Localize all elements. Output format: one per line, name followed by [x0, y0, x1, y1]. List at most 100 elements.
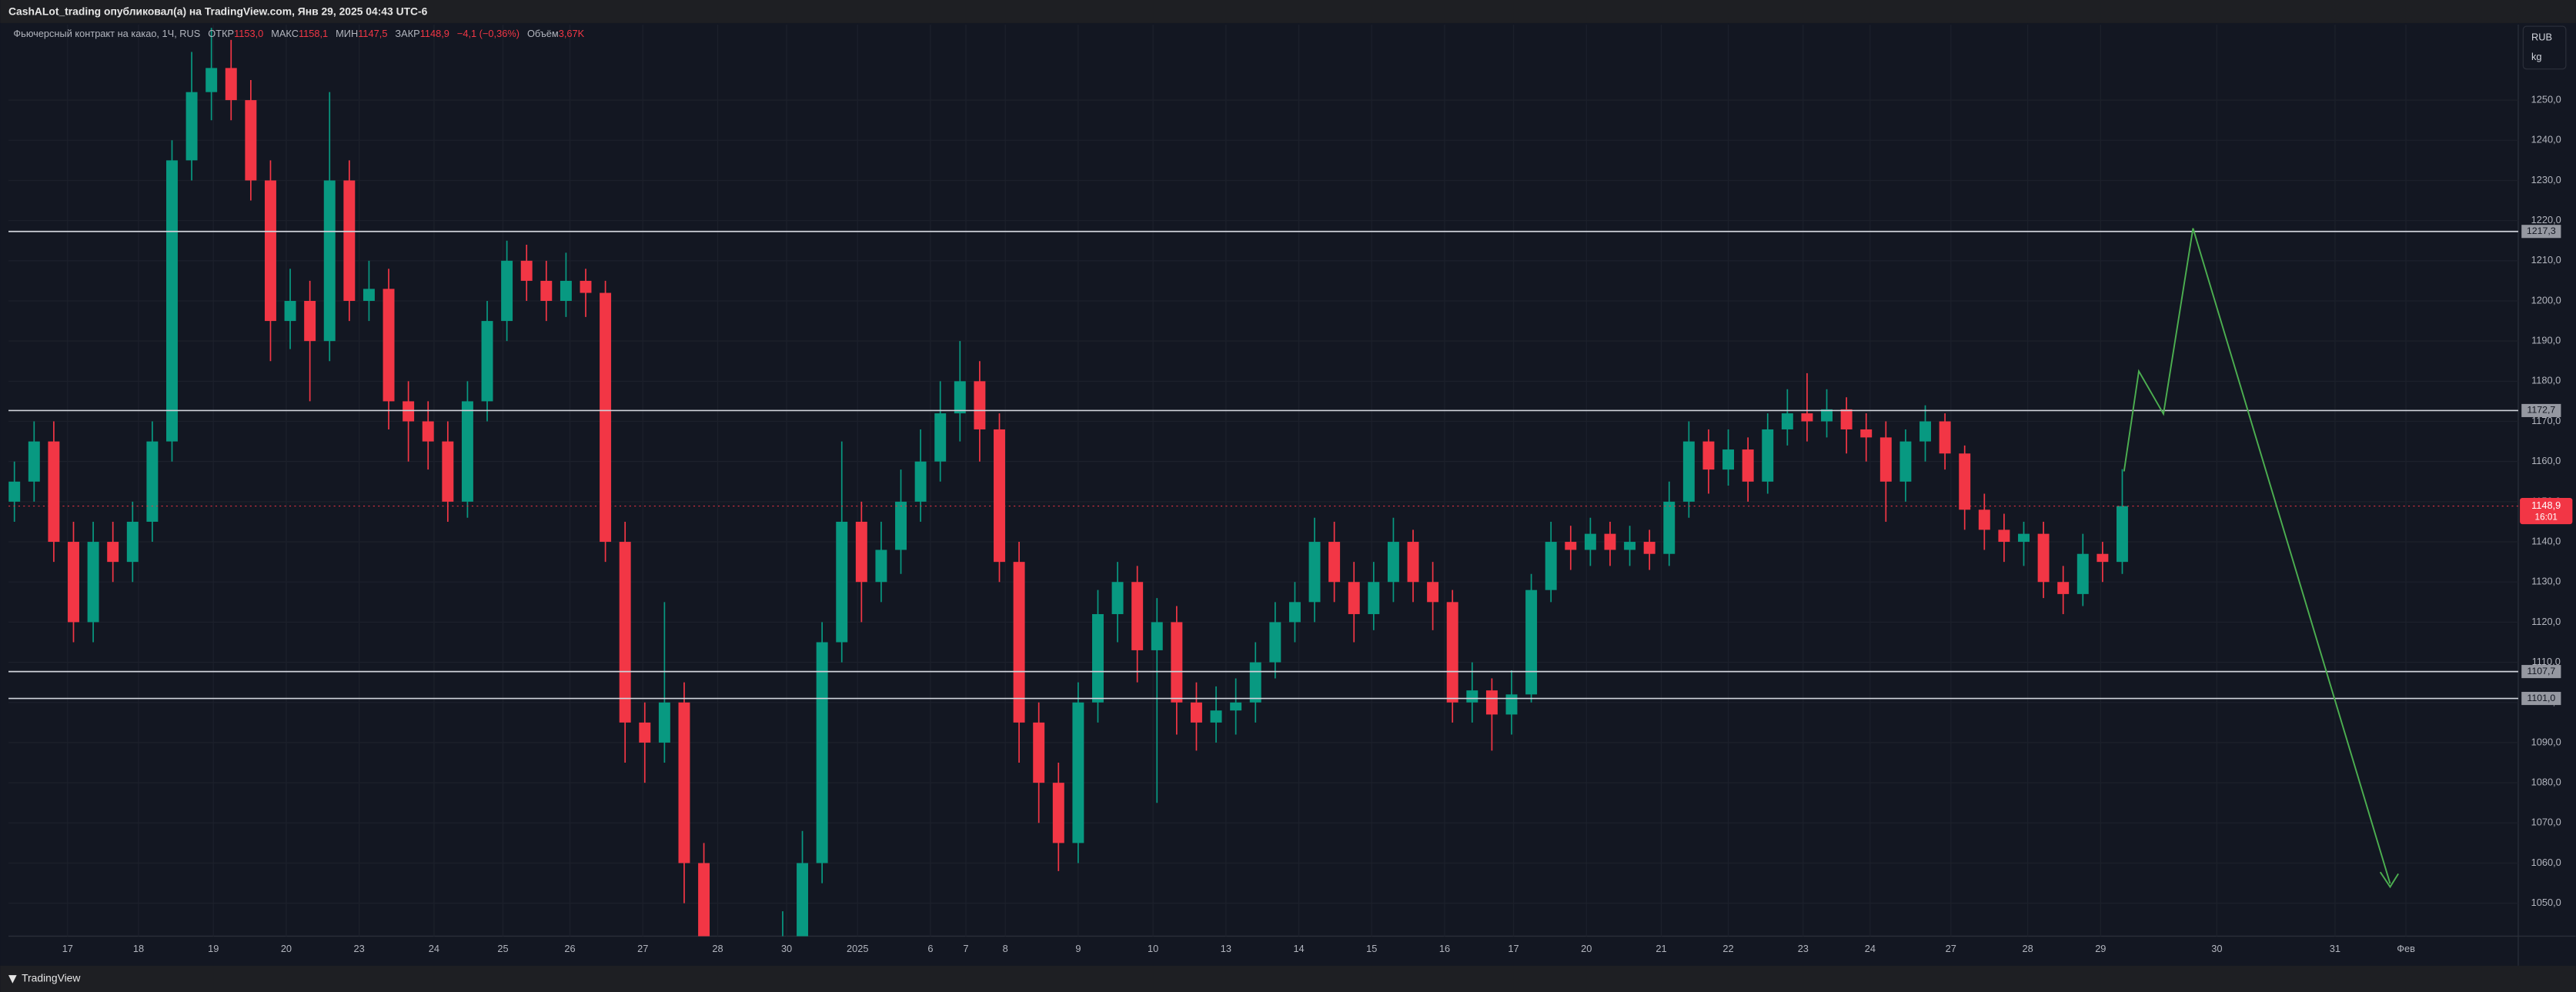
- y-tick-label: 1130,0: [2531, 576, 2561, 587]
- candle-body: [461, 401, 473, 502]
- candle-body: [2057, 582, 2070, 594]
- candle-body: [1111, 582, 1124, 614]
- candle-body: [1308, 542, 1321, 603]
- bottom-bar: [0, 965, 2576, 992]
- candle-body: [363, 289, 375, 301]
- candle-body: [383, 289, 395, 402]
- candle-body: [1427, 582, 1439, 603]
- candle-body: [1604, 533, 1616, 550]
- level-label: 1217,3: [2527, 225, 2556, 236]
- y-tick-label: 1250,0: [2531, 93, 2561, 105]
- candle-body: [1505, 694, 1518, 715]
- x-tick-label: 22: [1722, 943, 1733, 954]
- y-tick-label: 1240,0: [2531, 134, 2561, 145]
- candle-body: [1762, 429, 1774, 482]
- candle-body: [126, 521, 139, 563]
- y-tick-label: 1210,0: [2531, 254, 2561, 266]
- y-tick-label: 1200,0: [2531, 294, 2561, 306]
- y-tick-label: 1140,0: [2531, 535, 2561, 546]
- candle-body: [304, 300, 316, 342]
- level-label-box: [2521, 692, 2561, 706]
- candle-body: [639, 722, 651, 743]
- level-label: 1101,0: [2527, 693, 2555, 703]
- x-tick-label: 14: [1293, 943, 1304, 954]
- candle-body: [934, 413, 947, 462]
- candle-body: [1722, 449, 1735, 470]
- candle-body: [797, 863, 809, 937]
- candle-body: [1584, 533, 1596, 550]
- candle-body: [954, 381, 966, 414]
- candle-body: [1663, 501, 1676, 554]
- candle-body: [1407, 542, 1419, 583]
- candle-body: [1013, 562, 1025, 723]
- candle-body: [166, 160, 178, 442]
- candle-body: [1525, 590, 1538, 695]
- candle-body: [2018, 533, 2030, 543]
- x-tick-label: 8: [1003, 943, 1008, 954]
- candle-body: [1801, 413, 1813, 422]
- candle-body: [264, 180, 276, 322]
- footer: TradingView: [22, 972, 81, 984]
- x-tick-label: 17: [1508, 943, 1519, 954]
- candle-body: [698, 863, 710, 937]
- candle-body: [2077, 553, 2089, 594]
- candle-body: [1899, 441, 1912, 482]
- candle-body: [146, 441, 159, 522]
- candle-body: [520, 260, 533, 281]
- candle-body: [2116, 506, 2128, 563]
- candle-body: [895, 501, 907, 550]
- candle-body: [974, 381, 986, 429]
- header: CashALot_trading опубликовал(а) на Tradi…: [8, 5, 428, 18]
- x-tick-label: 17: [62, 943, 73, 954]
- candle-body: [1328, 542, 1341, 583]
- x-tick-label: 30: [2211, 943, 2222, 954]
- y-tick-label: 1090,0: [2531, 736, 2561, 747]
- candle-body: [1269, 622, 1281, 663]
- candle-body: [914, 461, 927, 502]
- x-tick-label: 27: [637, 943, 648, 954]
- x-tick-label: 29: [2095, 943, 2106, 954]
- candle-body: [205, 68, 218, 92]
- candle-body: [1466, 690, 1478, 703]
- candle-body: [403, 401, 415, 422]
- last-price-box: [2520, 497, 2573, 525]
- candle-body: [875, 549, 887, 583]
- unit: kg: [2531, 51, 2542, 62]
- candle-body: [68, 542, 79, 623]
- candle-body: [1978, 509, 1990, 530]
- x-tick-label: 20: [1581, 943, 1592, 954]
- candle-body: [1033, 722, 1045, 783]
- legend-symbol: Фьючерсный контракт на какао, 1Ч, RUS: [13, 28, 200, 39]
- x-tick-label: 6: [927, 943, 933, 954]
- legend-open: 1153,0: [234, 28, 263, 39]
- candle-body: [1821, 409, 1833, 422]
- candle-body: [816, 642, 828, 863]
- candle-body: [1643, 542, 1656, 554]
- x-tick-label: 13: [1221, 943, 1231, 954]
- unit-box[interactable]: [2522, 25, 2567, 70]
- candle-body: [1210, 710, 1222, 723]
- y-tick-label: 1170,0: [2531, 415, 2561, 426]
- x-tick-label: 24: [429, 943, 439, 954]
- candle-body: [1919, 421, 1931, 442]
- legend-low: 1147,5: [358, 28, 387, 39]
- candle-body: [107, 542, 119, 563]
- candle-body: [1387, 542, 1399, 583]
- level-label: 1172,7: [2527, 405, 2555, 416]
- footer-logo: ▼: [8, 973, 17, 985]
- x-tick-label: 23: [354, 943, 365, 954]
- legend: Фьючерсный контракт на какао, 1Ч, RUS ОТ…: [13, 28, 584, 39]
- last-price-countdown: 16:01: [2535, 513, 2558, 523]
- y-tick-label: 1120,0: [2531, 616, 2561, 627]
- candle-body: [836, 521, 848, 643]
- candle-body: [540, 280, 553, 301]
- candle-body: [1939, 421, 1951, 454]
- level-label-box: [2521, 225, 2561, 239]
- x-tick-label: 21: [1656, 943, 1666, 954]
- legend-change: −4,1 (−0,36%): [457, 28, 520, 39]
- x-tick-label: 26: [564, 943, 575, 954]
- legend-low-label: МИН: [336, 28, 358, 39]
- x-tick-label: 2025: [847, 943, 868, 954]
